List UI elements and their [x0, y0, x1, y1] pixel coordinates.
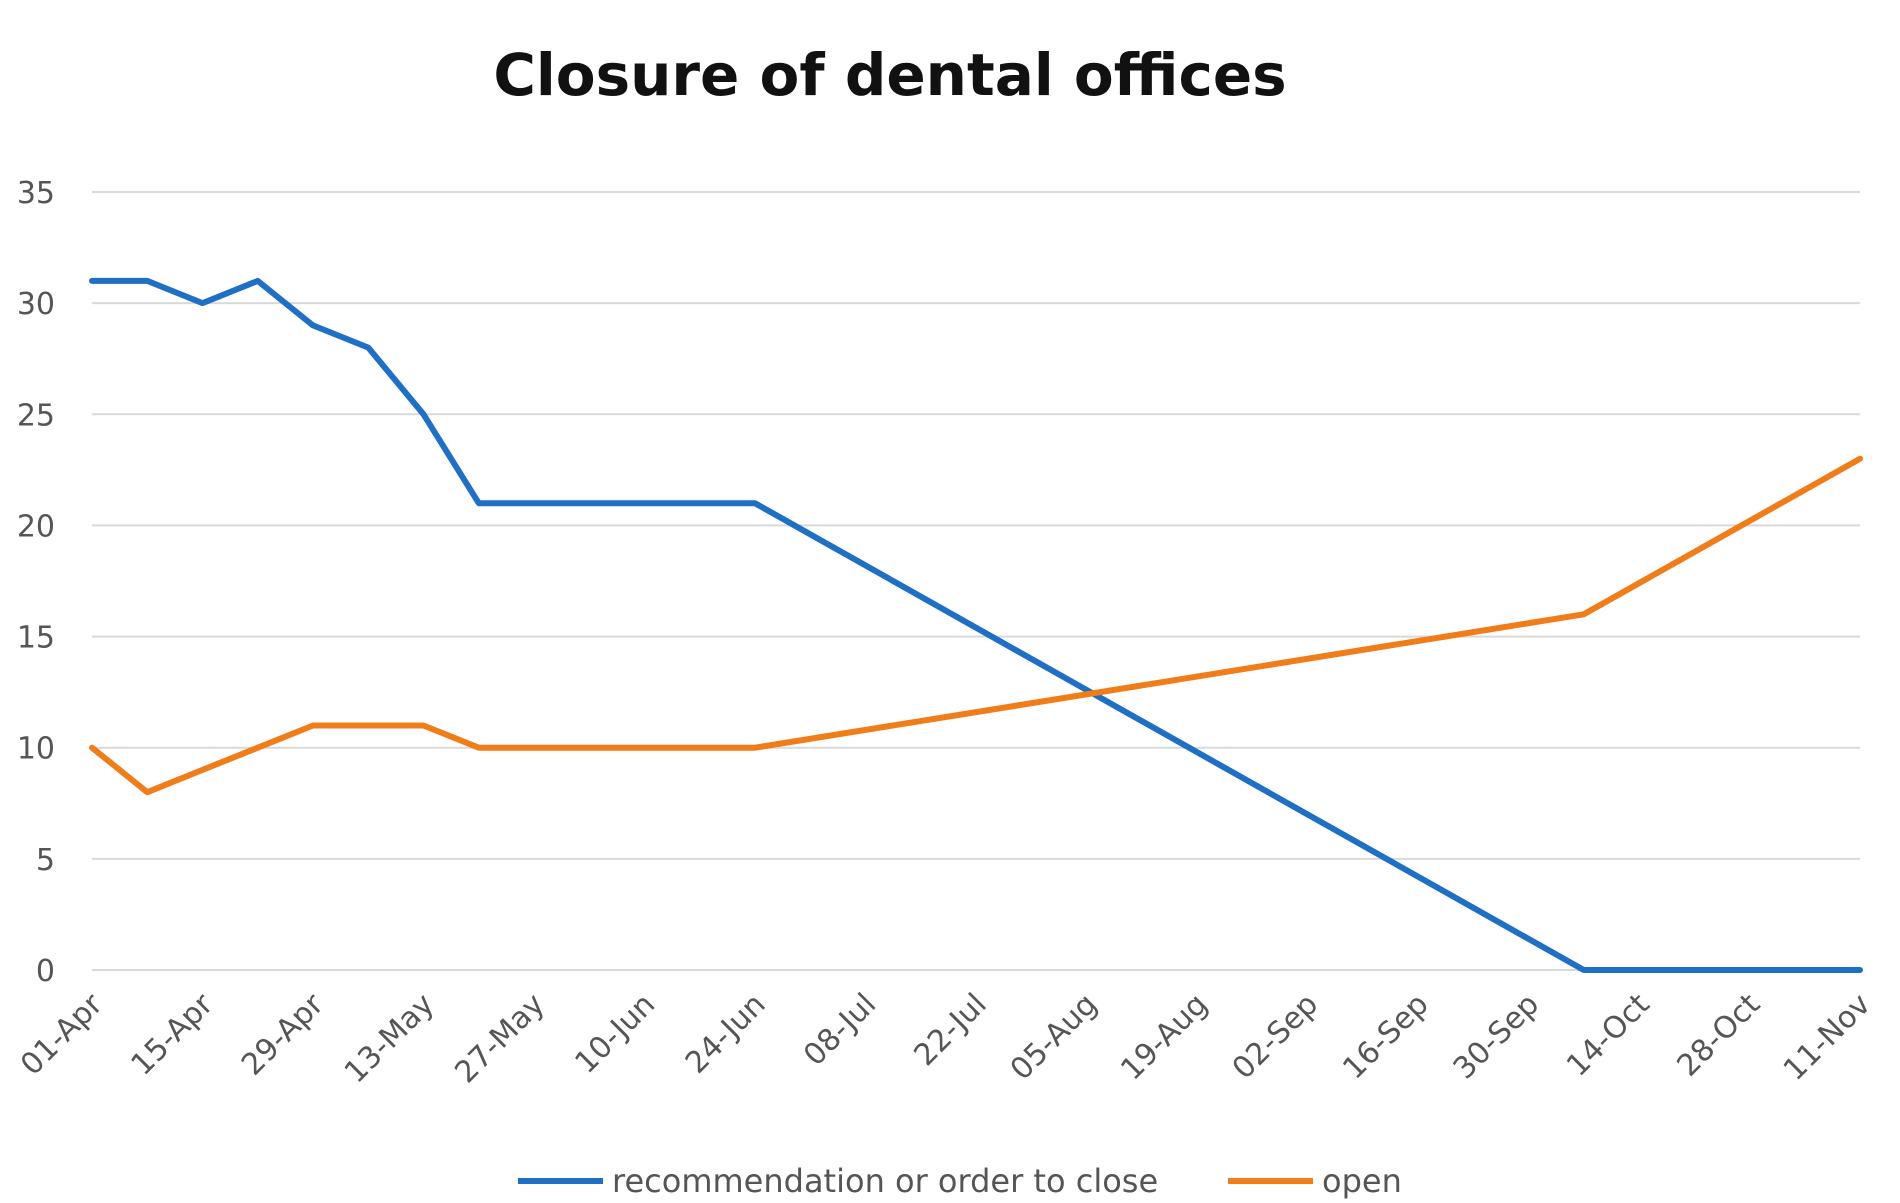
- x-tick-label: 10-Jun: [568, 987, 662, 1081]
- x-tick-label: 22-Jul: [907, 987, 993, 1073]
- y-tick-label: 0: [36, 954, 55, 989]
- x-tick-label: 14-Oct: [1560, 987, 1657, 1084]
- x-tick-label: 13-May: [338, 987, 441, 1090]
- y-tick-label: 25: [17, 398, 55, 433]
- x-tick-label: 02-Sep: [1226, 987, 1325, 1086]
- y-axis-ticks: 0 5 10 15 20 25 30 35: [17, 176, 55, 989]
- x-tick-label: 27-May: [448, 987, 551, 1090]
- legend: recommendation or order to close open: [518, 1162, 1402, 1200]
- x-tick-label: 08-Jul: [797, 987, 883, 1073]
- legend-label: recommendation or order to close: [612, 1162, 1158, 1200]
- x-tick-label: 05-Aug: [1004, 987, 1104, 1087]
- x-tick-label: 16-Sep: [1336, 987, 1435, 1086]
- y-tick-label: 35: [17, 176, 55, 211]
- y-tick-label: 5: [36, 843, 55, 878]
- y-tick-label: 20: [17, 509, 55, 544]
- y-tick-label: 10: [17, 732, 55, 767]
- legend-label: open: [1322, 1162, 1402, 1200]
- x-tick-label: 19-Aug: [1114, 987, 1214, 1087]
- x-tick-label: 01-Apr: [14, 986, 110, 1082]
- chart-title: Closure of dental offices: [493, 41, 1286, 109]
- y-tick-label: 15: [17, 621, 55, 656]
- series-line-1: [89, 455, 1863, 796]
- y-tick-label: 30: [17, 287, 55, 322]
- x-tick-label: 30-Sep: [1447, 987, 1546, 1086]
- x-tick-label: 15-Apr: [125, 986, 221, 1082]
- series-line-0: [89, 277, 1863, 973]
- x-tick-label: 28-Oct: [1670, 987, 1767, 1084]
- series-lines: [89, 277, 1863, 973]
- gridlines: [92, 191, 1860, 971]
- x-tick-label: 29-Apr: [235, 986, 331, 1082]
- x-tick-label: 11-Nov: [1777, 987, 1878, 1088]
- x-axis-ticks: 01-Apr 15-Apr 29-Apr 13-May 27-May 10-Jun 24-J…: [14, 986, 1878, 1090]
- x-tick-label: 24-Jun: [679, 987, 773, 1081]
